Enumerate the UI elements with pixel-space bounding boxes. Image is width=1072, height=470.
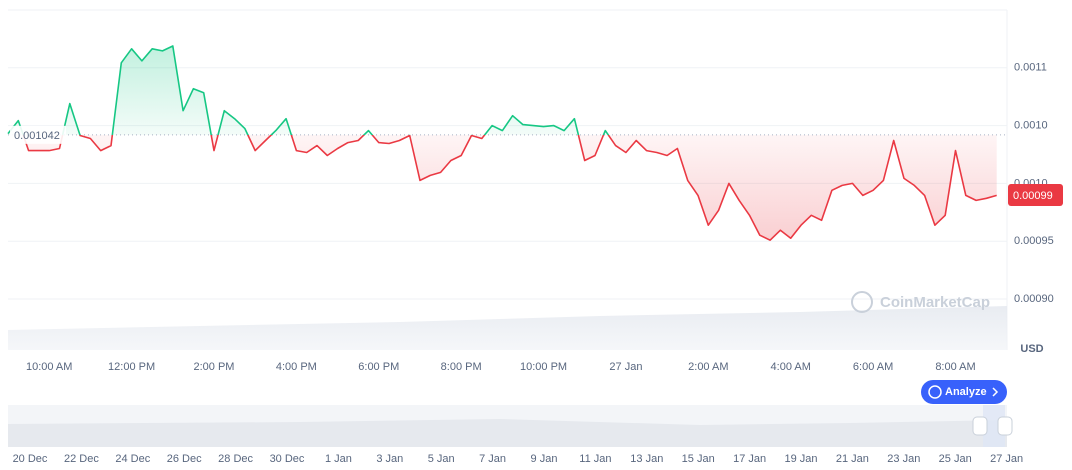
navigator-label: 24 Dec — [115, 453, 150, 465]
x-tick-label: 10:00 AM — [26, 361, 72, 373]
navigator-label: 7 Jan — [479, 453, 506, 465]
analyze-button[interactable]: Analyze — [921, 380, 1007, 404]
navigator-label: 27 Jan — [990, 453, 1023, 465]
navigator-area — [8, 419, 1007, 447]
currency-label: USD — [1020, 343, 1043, 355]
y-tick-label: 0.0010 — [1014, 120, 1048, 132]
navigator-label: 26 Dec — [167, 453, 202, 465]
x-tick-label: 2:00 AM — [688, 361, 728, 373]
navigator-label: 21 Jan — [836, 453, 869, 465]
analyze-arrow — [992, 387, 999, 397]
x-tick-label: 10:00 PM — [520, 361, 567, 373]
navigator-label: 19 Jan — [784, 453, 817, 465]
y-tick-label: 0.0011 — [1014, 62, 1047, 74]
price-line — [7, 45, 997, 241]
analyze-icon — [928, 385, 942, 399]
navigator-label: 15 Jan — [682, 453, 715, 465]
navigator-label: 17 Jan — [733, 453, 766, 465]
x-tick-label: 6:00 PM — [358, 361, 399, 373]
navigator-handle[interactable] — [972, 416, 988, 436]
x-tick-label: 4:00 PM — [276, 361, 317, 373]
baseline-label: 0.001042 — [14, 130, 60, 142]
navigator-label: 5 Jan — [428, 453, 455, 465]
navigator-label: 25 Jan — [939, 453, 972, 465]
x-tick-label: 27 Jan — [609, 361, 642, 373]
navigator-selection — [983, 405, 1005, 447]
baseline-label-bg — [10, 125, 66, 144]
x-tick-label: 2:00 PM — [193, 361, 234, 373]
volume-area — [8, 306, 1007, 350]
analyze-label[interactable]: Analyze — [945, 386, 987, 398]
y-tick-label: 0.00095 — [1014, 235, 1054, 247]
navigator-label: 11 Jan — [579, 453, 611, 465]
navigator-label: 30 Dec — [270, 453, 305, 465]
x-tick-label: 6:00 AM — [853, 361, 893, 373]
navigator-label: 13 Jan — [630, 453, 663, 465]
navigator-label: 23 Jan — [887, 453, 920, 465]
watermark-logo — [851, 291, 873, 313]
price-area — [8, 46, 997, 241]
navigator-label: 1 Jan — [325, 453, 352, 465]
x-tick-label: 12:00 PM — [108, 361, 155, 373]
y-tick-label: 0.00090 — [1014, 293, 1054, 305]
navigator-handle[interactable] — [997, 416, 1013, 436]
navigator-label: 28 Dec — [218, 453, 253, 465]
current-price-label: 0.00099 — [1013, 190, 1053, 202]
navigator-label: 9 Jan — [531, 453, 558, 465]
x-tick-label: 4:00 AM — [771, 361, 811, 373]
x-tick-label: 8:00 AM — [935, 361, 975, 373]
watermark-group: CoinMarketCap — [851, 291, 990, 313]
navigator-label: 3 Jan — [376, 453, 403, 465]
current-price-tag — [1008, 183, 1063, 206]
navigator-label: 20 Dec — [13, 453, 48, 465]
watermark: CoinMarketCap — [880, 294, 990, 311]
analyze-button-bg[interactable] — [921, 380, 1007, 404]
navigator-label: 22 Dec — [64, 453, 99, 465]
x-tick-label: 8:00 PM — [441, 361, 482, 373]
